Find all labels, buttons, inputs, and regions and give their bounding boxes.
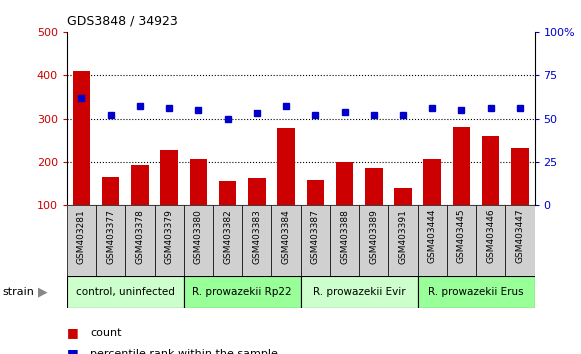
Text: strain: strain <box>3 287 35 297</box>
Bar <box>73 71 90 205</box>
Text: GSM403281: GSM403281 <box>77 209 86 264</box>
Bar <box>476 205 505 276</box>
Bar <box>189 159 207 205</box>
Bar <box>248 178 266 205</box>
Bar <box>102 177 120 205</box>
Bar <box>301 276 418 308</box>
Text: GSM403378: GSM403378 <box>135 209 145 264</box>
Text: GSM403382: GSM403382 <box>223 209 232 264</box>
Text: GSM403387: GSM403387 <box>311 209 320 264</box>
Text: GSM403388: GSM403388 <box>340 209 349 264</box>
Text: ■: ■ <box>67 348 78 354</box>
Text: GSM403384: GSM403384 <box>282 209 290 264</box>
Bar <box>301 205 330 276</box>
Text: ■: ■ <box>67 326 78 339</box>
Bar <box>447 205 476 276</box>
Bar <box>213 205 242 276</box>
Bar <box>511 148 529 205</box>
Bar <box>184 276 301 308</box>
Text: percentile rank within the sample: percentile rank within the sample <box>90 349 278 354</box>
Text: ▶: ▶ <box>38 286 48 298</box>
Bar <box>453 127 470 205</box>
Bar <box>131 165 149 205</box>
Text: R. prowazekii Evir: R. prowazekii Evir <box>313 287 406 297</box>
Bar <box>394 188 412 205</box>
Text: GSM403444: GSM403444 <box>428 209 437 263</box>
Bar <box>67 205 96 276</box>
Bar <box>482 136 500 205</box>
Bar <box>307 180 324 205</box>
Bar <box>336 162 353 205</box>
Bar <box>242 205 271 276</box>
Bar <box>330 205 359 276</box>
Bar <box>125 205 155 276</box>
Text: GSM403445: GSM403445 <box>457 209 466 263</box>
Bar <box>365 167 382 205</box>
Bar <box>155 205 184 276</box>
Bar <box>96 205 125 276</box>
Text: GSM403391: GSM403391 <box>399 209 407 264</box>
Text: R. prowazekii Rp22: R. prowazekii Rp22 <box>192 287 292 297</box>
Text: count: count <box>90 328 121 338</box>
Text: GSM403383: GSM403383 <box>252 209 261 264</box>
Text: GSM403447: GSM403447 <box>515 209 525 263</box>
Bar <box>418 276 535 308</box>
Bar <box>388 205 418 276</box>
Text: GSM403380: GSM403380 <box>194 209 203 264</box>
Text: GSM403377: GSM403377 <box>106 209 115 264</box>
Text: GSM403446: GSM403446 <box>486 209 495 263</box>
Text: R. prowazekii Erus: R. prowazekii Erus <box>428 287 524 297</box>
Bar <box>219 182 236 205</box>
Text: GDS3848 / 34923: GDS3848 / 34923 <box>67 14 178 27</box>
Text: GSM403379: GSM403379 <box>164 209 174 264</box>
Bar <box>277 128 295 205</box>
Bar <box>505 205 535 276</box>
Bar <box>418 205 447 276</box>
Text: GSM403389: GSM403389 <box>370 209 378 264</box>
Bar <box>424 159 441 205</box>
Bar <box>359 205 388 276</box>
Text: control, uninfected: control, uninfected <box>76 287 175 297</box>
Bar <box>67 276 184 308</box>
Bar <box>184 205 213 276</box>
Bar <box>271 205 301 276</box>
Bar <box>160 150 178 205</box>
